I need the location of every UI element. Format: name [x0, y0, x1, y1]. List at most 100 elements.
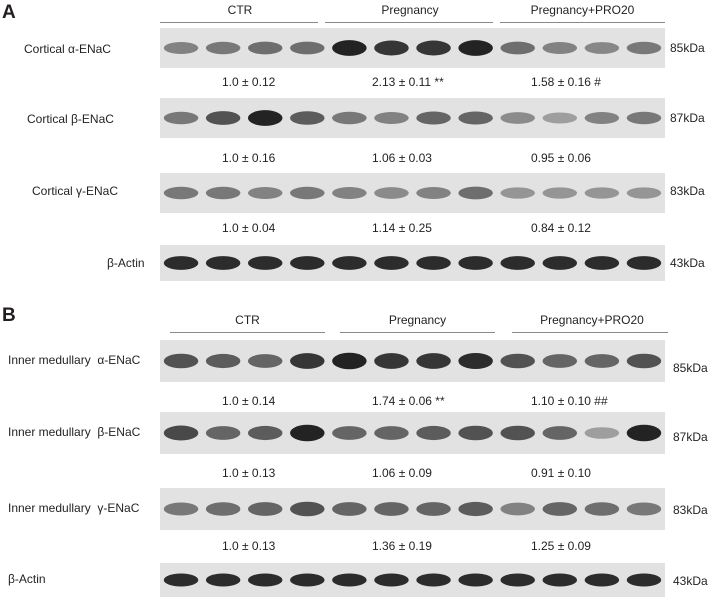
panel-b-row3-blot	[160, 488, 665, 530]
blot-band	[205, 41, 241, 55]
blot-band	[626, 111, 662, 125]
panel-b-group-pro20-label: Pregnancy+PRO20	[540, 313, 644, 327]
panel-b-row3-quant-ctr: 1.0 ± 0.13	[222, 539, 276, 553]
blot-band	[290, 353, 325, 369]
blot-strip-svg	[160, 412, 665, 454]
panel-a-actin-kda: 43kDa	[670, 256, 705, 270]
blot-band	[458, 501, 493, 517]
panel-a-row2-label: Cortical β-ENaC	[27, 112, 114, 126]
blot-band	[247, 354, 283, 368]
blot-background	[160, 488, 665, 530]
blot-background	[160, 340, 665, 382]
blot-band	[542, 256, 578, 270]
blot-strip-svg	[160, 28, 665, 68]
blot-band	[584, 573, 620, 587]
blot-band	[290, 424, 325, 442]
blot-band	[542, 573, 578, 587]
blot-band	[247, 256, 283, 270]
blot-strip-svg	[160, 340, 665, 382]
panel-a-row1-quant-pregnancy: 2.13 ± 0.11 **	[372, 75, 444, 89]
blot-band	[205, 426, 241, 440]
blot-band	[290, 501, 325, 517]
blot-band	[332, 426, 367, 440]
panel-b-group-pregnancy-label: Pregnancy	[388, 313, 447, 327]
panel-b-row3-kda: 83kDa	[673, 503, 708, 517]
blot-band	[290, 186, 325, 200]
blot-band	[205, 256, 241, 270]
blot-band	[163, 111, 199, 125]
panel-b-group-pregnancy-line	[340, 332, 495, 333]
blot-band	[500, 353, 535, 369]
blot-background	[160, 563, 665, 597]
blot-background	[160, 28, 665, 68]
blot-band	[247, 186, 283, 200]
panel-a-group-ctr-line	[160, 22, 318, 23]
blot-band	[416, 573, 451, 587]
panel-a-row1-quant-ctr: 1.0 ± 0.12	[222, 75, 276, 89]
blot-band	[416, 111, 451, 125]
blot-band	[205, 111, 241, 125]
blot-band	[458, 425, 493, 441]
panel-a-group-pro20-line	[500, 22, 665, 23]
blot-band	[205, 353, 241, 369]
blot-band	[374, 40, 409, 56]
blot-band	[584, 502, 620, 516]
panel-b-row1-quant-pregnancy: 1.74 ± 0.06 **	[372, 394, 445, 408]
panel-a-group-ctr-label: CTR	[227, 3, 253, 17]
blot-band	[205, 573, 241, 587]
blot-band	[626, 353, 662, 369]
blot-band	[584, 256, 620, 270]
panel-a-row1-kda: 85kDa	[670, 41, 705, 55]
blot-band	[332, 502, 367, 516]
panel-b-row2-kda: 87kDa	[673, 430, 708, 444]
blot-band	[416, 186, 451, 200]
blot-band	[163, 41, 199, 55]
panel-b-row2-label: Inner medullary β-ENaC	[8, 425, 141, 439]
blot-band	[416, 40, 451, 56]
panel-b-actin-blot	[160, 563, 665, 597]
blot-band	[374, 187, 409, 199]
blot-band	[290, 256, 325, 270]
blot-band	[416, 353, 451, 369]
blot-band	[332, 186, 367, 200]
panel-b-row1-kda: 85kDa	[673, 361, 708, 375]
panel-b-group-pro20-line	[512, 332, 668, 333]
blot-background	[160, 98, 665, 138]
blot-band	[542, 354, 578, 368]
blot-band	[458, 186, 493, 200]
panel-a-row3-quant-pregnancy: 1.14 ± 0.25	[372, 221, 432, 235]
blot-band	[374, 426, 409, 440]
blot-band	[332, 352, 367, 370]
blot-background	[160, 173, 665, 213]
blot-band	[584, 187, 620, 199]
panel-b-group-ctr-line	[170, 332, 325, 333]
blot-band	[542, 41, 578, 55]
panel-a-letter: A	[2, 2, 16, 23]
blot-band	[332, 40, 367, 56]
blot-band	[500, 41, 535, 55]
blot-band	[374, 502, 409, 516]
blot-band	[163, 573, 199, 587]
blot-strip-svg	[160, 563, 665, 597]
blot-band	[374, 353, 409, 369]
blot-band	[458, 573, 493, 587]
panel-b-row1-label: Inner medullary α-ENaC	[8, 353, 141, 367]
blot-band	[163, 353, 199, 369]
panel-a-group-pro20-label: Pregnancy+PRO20	[530, 3, 635, 17]
blot-band	[290, 41, 325, 55]
blot-band	[500, 502, 535, 516]
panel-a-group-pregnancy-line	[325, 22, 493, 23]
panel-b-row3-quant-pregnancy: 1.36 ± 0.19	[372, 539, 432, 553]
panel-a-row2-kda: 87kDa	[670, 111, 705, 125]
blot-band	[163, 425, 199, 441]
blot-band	[626, 573, 662, 587]
blot-strip-svg	[160, 98, 665, 138]
blot-band	[584, 42, 620, 54]
panel-a-group-pregnancy-label: Pregnancy	[381, 3, 439, 17]
panel-a-row2-quant-pro20: 0.95 ± 0.06	[531, 151, 591, 165]
blot-band	[332, 573, 367, 587]
blot-background	[160, 245, 665, 281]
blot-band	[247, 425, 283, 441]
blot-band	[374, 256, 409, 270]
blot-band	[500, 573, 535, 587]
